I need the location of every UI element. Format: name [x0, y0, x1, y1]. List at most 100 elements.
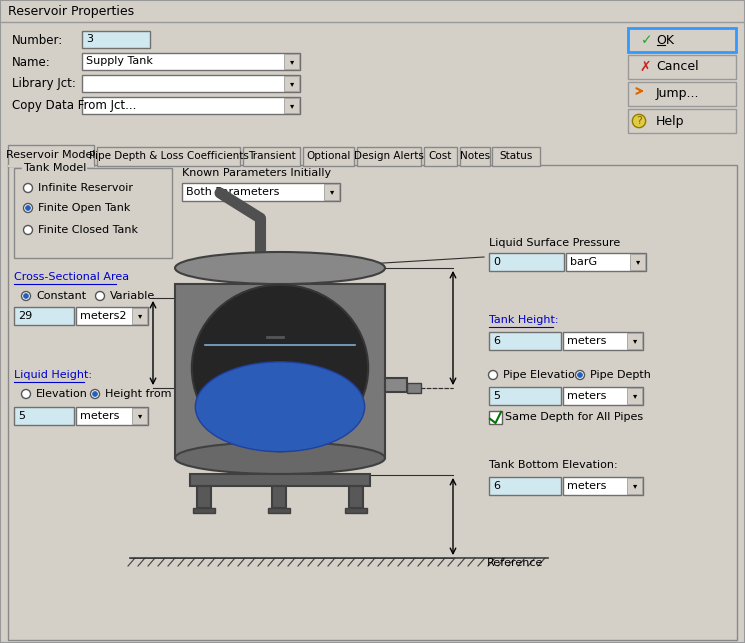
Text: Cost: Cost: [429, 151, 452, 161]
Bar: [8, 145, 94, 166]
Text: ✗: ✗: [639, 60, 650, 74]
Text: ▾: ▾: [290, 79, 294, 88]
Bar: [349, 486, 363, 508]
Text: ▾: ▾: [633, 392, 637, 401]
Text: Constant: Constant: [36, 291, 86, 301]
Bar: [82, 53, 300, 70]
Bar: [628, 109, 736, 133]
Text: 29: 29: [18, 311, 32, 321]
Ellipse shape: [195, 362, 364, 451]
Bar: [627, 333, 642, 349]
Text: Finite Closed Tank: Finite Closed Tank: [38, 225, 138, 235]
Text: Variable: Variable: [110, 291, 155, 301]
Text: Tank Model: Tank Model: [24, 163, 86, 173]
Circle shape: [489, 370, 498, 379]
Bar: [175, 284, 385, 458]
Circle shape: [95, 291, 104, 300]
Bar: [182, 183, 340, 201]
Bar: [190, 474, 370, 486]
Bar: [324, 184, 339, 200]
Bar: [76, 307, 148, 325]
Text: Design Alerts: Design Alerts: [354, 151, 424, 161]
Bar: [357, 147, 421, 166]
Text: Notes: Notes: [460, 151, 490, 161]
Bar: [628, 82, 736, 106]
Text: Same Depth for All Pipes: Same Depth for All Pipes: [505, 412, 643, 422]
Text: meters: meters: [567, 391, 606, 401]
Text: meters: meters: [567, 336, 606, 346]
Text: 5: 5: [18, 411, 25, 421]
Text: Tank Bottom Elevation:: Tank Bottom Elevation:: [489, 460, 618, 470]
Text: ▾: ▾: [138, 311, 142, 320]
Text: ✓: ✓: [641, 33, 653, 47]
Bar: [14, 407, 74, 425]
Circle shape: [575, 370, 585, 379]
Text: Elevation: Elevation: [36, 389, 88, 399]
Circle shape: [25, 206, 31, 210]
Bar: [627, 478, 642, 494]
Bar: [489, 253, 564, 271]
Text: Jump...: Jump...: [656, 87, 700, 100]
Bar: [272, 486, 286, 508]
Text: OK: OK: [656, 33, 674, 46]
Text: 6: 6: [493, 481, 500, 491]
Bar: [14, 307, 74, 325]
Text: Infinite Reservoir: Infinite Reservoir: [38, 183, 133, 193]
Circle shape: [92, 392, 98, 397]
Ellipse shape: [175, 442, 385, 474]
Text: Reservoir Properties: Reservoir Properties: [8, 5, 134, 17]
Text: Pipe Depth & Loss Coefficients: Pipe Depth & Loss Coefficients: [89, 151, 248, 161]
Text: ▾: ▾: [138, 412, 142, 421]
Bar: [82, 31, 150, 48]
Text: Height from Bottom: Height from Bottom: [105, 389, 216, 399]
Text: ▾: ▾: [290, 57, 294, 66]
Bar: [407, 383, 421, 393]
Bar: [489, 477, 561, 495]
Text: Reservoir Model: Reservoir Model: [6, 150, 96, 160]
Circle shape: [24, 183, 33, 192]
Bar: [566, 253, 646, 271]
Circle shape: [24, 293, 28, 298]
Circle shape: [577, 372, 583, 377]
Text: meters2: meters2: [80, 311, 127, 321]
Bar: [8, 165, 737, 640]
Bar: [284, 54, 299, 69]
Text: Finite Open Tank: Finite Open Tank: [38, 203, 130, 213]
Text: Liquid Surface Pressure: Liquid Surface Pressure: [489, 238, 621, 248]
Bar: [197, 486, 211, 508]
Bar: [284, 98, 299, 113]
Text: meters: meters: [567, 481, 606, 491]
Circle shape: [22, 390, 31, 399]
Bar: [345, 508, 367, 513]
Circle shape: [22, 291, 31, 300]
Bar: [563, 387, 643, 405]
Text: Pipe Depth: Pipe Depth: [590, 370, 651, 380]
Text: ?: ?: [636, 116, 642, 126]
Bar: [627, 388, 642, 404]
Text: Tank Height:: Tank Height:: [489, 315, 559, 325]
Text: Both Parameters: Both Parameters: [186, 187, 279, 197]
Ellipse shape: [175, 252, 385, 284]
Bar: [82, 75, 300, 92]
Circle shape: [24, 203, 33, 212]
Bar: [97, 147, 240, 166]
Bar: [489, 411, 502, 424]
Text: Name:: Name:: [12, 55, 51, 69]
Ellipse shape: [191, 285, 368, 451]
Bar: [14, 168, 172, 258]
Bar: [132, 408, 147, 424]
Text: Reference: Reference: [487, 558, 543, 568]
Bar: [563, 477, 643, 495]
Text: Liquid Height:: Liquid Height:: [14, 370, 92, 380]
Bar: [193, 508, 215, 513]
Bar: [489, 387, 561, 405]
Text: Cancel: Cancel: [656, 60, 699, 73]
Text: ▾: ▾: [633, 336, 637, 345]
Text: Copy Data From Jct...: Copy Data From Jct...: [12, 100, 136, 113]
Bar: [284, 76, 299, 91]
Text: Cross-Sectional Area: Cross-Sectional Area: [14, 272, 129, 282]
Text: ▾: ▾: [330, 188, 334, 197]
Text: 3: 3: [86, 35, 93, 44]
Circle shape: [24, 226, 33, 235]
Text: Supply Tank: Supply Tank: [86, 57, 153, 66]
